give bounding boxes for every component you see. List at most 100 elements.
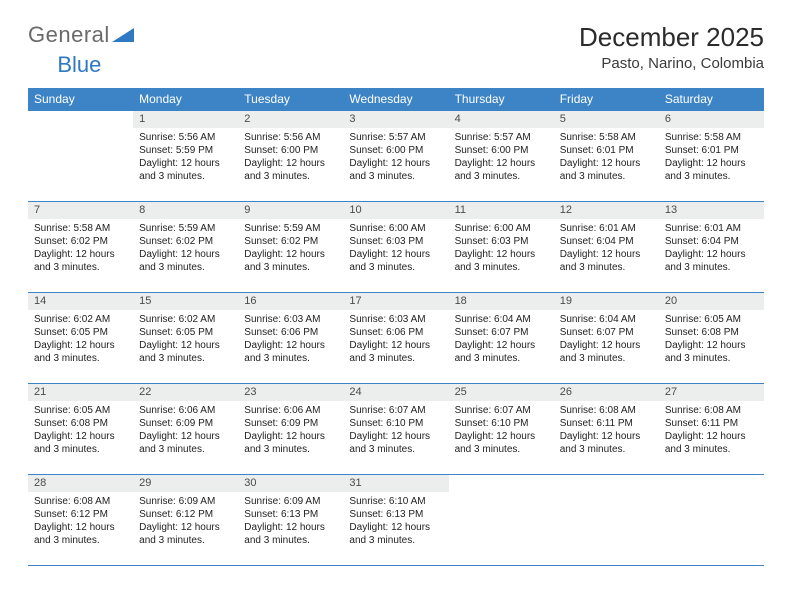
sunset-line: Sunset: 6:02 PM [34,235,127,248]
day-details: Sunrise: 6:08 AMSunset: 6:11 PMDaylight:… [659,401,764,460]
sunrise-line: Sunrise: 6:00 AM [455,222,548,235]
calendar-day-cell: 8Sunrise: 5:59 AMSunset: 6:02 PMDaylight… [133,202,238,293]
calendar-day-cell: 30Sunrise: 6:09 AMSunset: 6:13 PMDayligh… [238,475,343,566]
sunrise-line: Sunrise: 5:57 AM [455,131,548,144]
calendar-table: Sunday Monday Tuesday Wednesday Thursday… [28,88,764,566]
calendar-page: General December 2025 Pasto, Narino, Col… [0,0,792,612]
day-number: 21 [28,384,133,401]
day-number: 17 [343,293,448,310]
sunrise-line: Sunrise: 5:56 AM [244,131,337,144]
daylight-line: Daylight: 12 hours and 3 minutes. [34,521,127,547]
sunrise-line: Sunrise: 5:59 AM [244,222,337,235]
calendar-day-cell: 24Sunrise: 6:07 AMSunset: 6:10 PMDayligh… [343,384,448,475]
day-details: Sunrise: 6:08 AMSunset: 6:12 PMDaylight:… [28,492,133,551]
calendar-day-cell: 1Sunrise: 5:56 AMSunset: 5:59 PMDaylight… [133,111,238,202]
weekday-header: Saturday [659,88,764,111]
day-details: Sunrise: 6:05 AMSunset: 6:08 PMDaylight:… [659,310,764,369]
day-details: Sunrise: 6:03 AMSunset: 6:06 PMDaylight:… [238,310,343,369]
day-number: 24 [343,384,448,401]
day-number: 5 [554,111,659,128]
sunrise-line: Sunrise: 6:03 AM [244,313,337,326]
day-number: 27 [659,384,764,401]
calendar-day-cell: 20Sunrise: 6:05 AMSunset: 6:08 PMDayligh… [659,293,764,384]
day-details: Sunrise: 6:09 AMSunset: 6:12 PMDaylight:… [133,492,238,551]
daylight-line: Daylight: 12 hours and 3 minutes. [560,339,653,365]
day-number: 31 [343,475,448,492]
daylight-line: Daylight: 12 hours and 3 minutes. [244,248,337,274]
calendar-day-cell: 14Sunrise: 6:02 AMSunset: 6:05 PMDayligh… [28,293,133,384]
sunrise-line: Sunrise: 6:05 AM [34,404,127,417]
calendar-day-cell: 17Sunrise: 6:03 AMSunset: 6:06 PMDayligh… [343,293,448,384]
sunset-line: Sunset: 6:08 PM [34,417,127,430]
daylight-line: Daylight: 12 hours and 3 minutes. [139,339,232,365]
calendar-day-cell: 13Sunrise: 6:01 AMSunset: 6:04 PMDayligh… [659,202,764,293]
sunrise-line: Sunrise: 6:09 AM [244,495,337,508]
day-details: Sunrise: 6:04 AMSunset: 6:07 PMDaylight:… [449,310,554,369]
sunset-line: Sunset: 6:10 PM [349,417,442,430]
sunset-line: Sunset: 6:11 PM [665,417,758,430]
sunrise-line: Sunrise: 6:00 AM [349,222,442,235]
logo-text-blue: Blue [57,52,101,77]
sunset-line: Sunset: 6:07 PM [560,326,653,339]
day-number: 22 [133,384,238,401]
day-details: Sunrise: 5:56 AMSunset: 5:59 PMDaylight:… [133,128,238,187]
day-details: Sunrise: 5:58 AMSunset: 6:01 PMDaylight:… [554,128,659,187]
day-number: 23 [238,384,343,401]
sunset-line: Sunset: 6:13 PM [244,508,337,521]
daylight-line: Daylight: 12 hours and 3 minutes. [139,430,232,456]
daylight-line: Daylight: 12 hours and 3 minutes. [34,430,127,456]
calendar-week-row: 1Sunrise: 5:56 AMSunset: 5:59 PMDaylight… [28,111,764,202]
daylight-line: Daylight: 12 hours and 3 minutes. [349,339,442,365]
daylight-line: Daylight: 12 hours and 3 minutes. [665,157,758,183]
daylight-line: Daylight: 12 hours and 3 minutes. [139,157,232,183]
day-number: 15 [133,293,238,310]
day-details: Sunrise: 6:01 AMSunset: 6:04 PMDaylight:… [659,219,764,278]
sunset-line: Sunset: 6:12 PM [34,508,127,521]
weekday-header: Sunday [28,88,133,111]
calendar-day-cell: 22Sunrise: 6:06 AMSunset: 6:09 PMDayligh… [133,384,238,475]
day-details: Sunrise: 6:07 AMSunset: 6:10 PMDaylight:… [343,401,448,460]
sunrise-line: Sunrise: 6:02 AM [139,313,232,326]
sunrise-line: Sunrise: 6:08 AM [34,495,127,508]
day-number: 14 [28,293,133,310]
calendar-week-row: 28Sunrise: 6:08 AMSunset: 6:12 PMDayligh… [28,475,764,566]
day-details: Sunrise: 6:09 AMSunset: 6:13 PMDaylight:… [238,492,343,551]
daylight-line: Daylight: 12 hours and 3 minutes. [665,339,758,365]
sunrise-line: Sunrise: 6:03 AM [349,313,442,326]
sunrise-line: Sunrise: 6:07 AM [455,404,548,417]
sunrise-line: Sunrise: 5:57 AM [349,131,442,144]
day-details: Sunrise: 6:07 AMSunset: 6:10 PMDaylight:… [449,401,554,460]
calendar-day-cell: 12Sunrise: 6:01 AMSunset: 6:04 PMDayligh… [554,202,659,293]
sunrise-line: Sunrise: 6:10 AM [349,495,442,508]
sunset-line: Sunset: 6:07 PM [455,326,548,339]
sunset-line: Sunset: 6:03 PM [455,235,548,248]
day-number: 18 [449,293,554,310]
calendar-day-cell: 31Sunrise: 6:10 AMSunset: 6:13 PMDayligh… [343,475,448,566]
day-details: Sunrise: 6:10 AMSunset: 6:13 PMDaylight:… [343,492,448,551]
sunrise-line: Sunrise: 6:05 AM [665,313,758,326]
daylight-line: Daylight: 12 hours and 3 minutes. [244,430,337,456]
logo-text-general: General [28,22,110,48]
calendar-day-cell: 5Sunrise: 5:58 AMSunset: 6:01 PMDaylight… [554,111,659,202]
sunset-line: Sunset: 6:09 PM [244,417,337,430]
calendar-day-cell: 16Sunrise: 6:03 AMSunset: 6:06 PMDayligh… [238,293,343,384]
day-details: Sunrise: 6:08 AMSunset: 6:11 PMDaylight:… [554,401,659,460]
daylight-line: Daylight: 12 hours and 3 minutes. [139,248,232,274]
calendar-day-cell: 6Sunrise: 5:58 AMSunset: 6:01 PMDaylight… [659,111,764,202]
daylight-line: Daylight: 12 hours and 3 minutes. [34,339,127,365]
sunset-line: Sunset: 6:10 PM [455,417,548,430]
day-number: 11 [449,202,554,219]
sunset-line: Sunset: 5:59 PM [139,144,232,157]
daylight-line: Daylight: 12 hours and 3 minutes. [455,430,548,456]
calendar-week-row: 21Sunrise: 6:05 AMSunset: 6:08 PMDayligh… [28,384,764,475]
sunset-line: Sunset: 6:05 PM [34,326,127,339]
day-number: 20 [659,293,764,310]
weekday-header: Wednesday [343,88,448,111]
calendar-day-cell: 25Sunrise: 6:07 AMSunset: 6:10 PMDayligh… [449,384,554,475]
daylight-line: Daylight: 12 hours and 3 minutes. [244,339,337,365]
daylight-line: Daylight: 12 hours and 3 minutes. [560,248,653,274]
calendar-week-row: 14Sunrise: 6:02 AMSunset: 6:05 PMDayligh… [28,293,764,384]
sunrise-line: Sunrise: 5:59 AM [139,222,232,235]
logo-triangle-icon [112,22,134,48]
sunset-line: Sunset: 6:04 PM [665,235,758,248]
